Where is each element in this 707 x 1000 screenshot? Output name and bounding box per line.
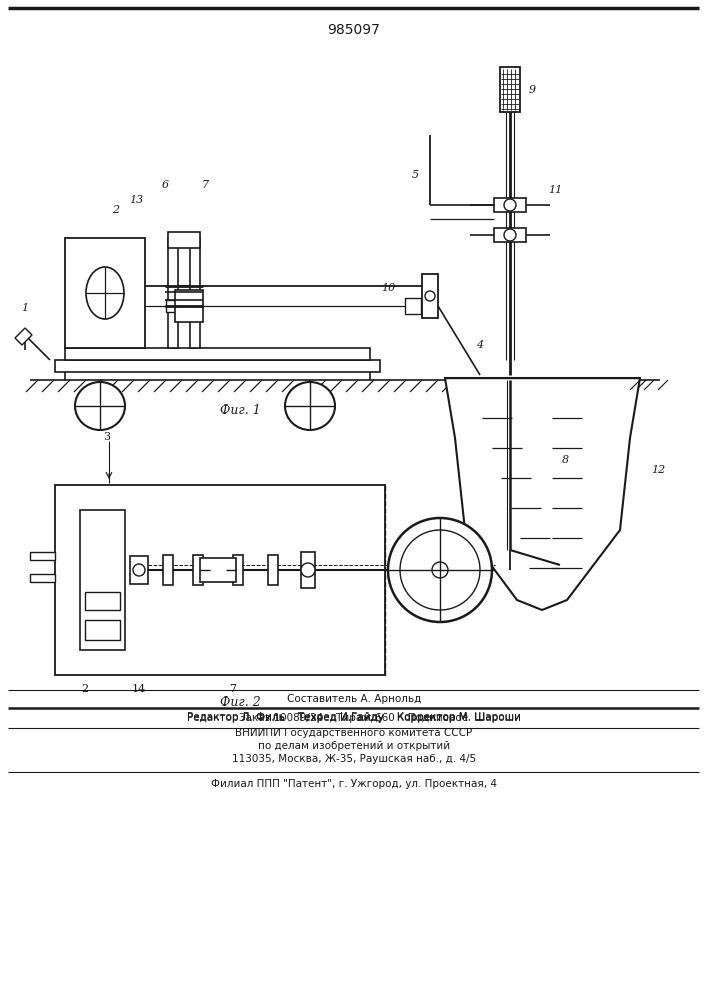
Ellipse shape [75, 382, 125, 430]
Bar [233, 555, 243, 585]
Text: 10: 10 [381, 283, 395, 293]
Bar [55, 485, 385, 675]
Text: 3: 3 [103, 432, 110, 442]
Bar [85, 620, 120, 640]
Text: 9: 9 [528, 85, 536, 95]
Bar [405, 298, 421, 314]
Bar [494, 228, 526, 242]
Ellipse shape [285, 382, 335, 430]
Bar [65, 238, 145, 348]
Circle shape [504, 199, 516, 211]
Bar [190, 238, 200, 348]
Text: 13: 13 [129, 195, 143, 205]
Bar [80, 510, 125, 650]
Text: 7: 7 [201, 180, 209, 190]
Bar [85, 592, 120, 610]
Bar [422, 274, 438, 318]
Text: 5: 5 [411, 170, 419, 180]
Bar [55, 360, 380, 372]
Bar [168, 238, 178, 348]
Bar [163, 555, 173, 585]
Circle shape [133, 564, 145, 576]
Text: Составитель А. Арнольд: Составитель А. Арнольд [287, 694, 421, 704]
Bar [130, 556, 148, 584]
Ellipse shape [86, 267, 124, 319]
Text: Редактор Л. Филь    Техред И.Гайду    Корректор М. Шароши: Редактор Л. Филь Техред И.Гайду Корректо… [187, 712, 521, 722]
Text: 2: 2 [112, 205, 119, 215]
Bar [166, 300, 180, 312]
Bar [301, 552, 315, 588]
Bar [500, 67, 520, 112]
Polygon shape [445, 378, 640, 610]
Text: ВНИИПИ Государственного комитета СССР: ВНИИПИ Государственного комитета СССР [235, 728, 472, 738]
Text: Филиал ППП "Патент", г. Ужгород, ул. Проектная, 4: Филиал ППП "Патент", г. Ужгород, ул. Про… [211, 779, 497, 789]
Text: 4: 4 [477, 340, 484, 350]
Bar [168, 232, 200, 248]
Text: по делам изобретений и открытий: по делам изобретений и открытий [258, 741, 450, 751]
Bar [30, 552, 55, 560]
Text: 14: 14 [132, 684, 146, 694]
Circle shape [301, 563, 315, 577]
Text: 12: 12 [651, 465, 665, 475]
Bar [200, 558, 236, 582]
Text: 1: 1 [21, 303, 28, 313]
Bar [494, 198, 526, 212]
Polygon shape [15, 328, 32, 345]
Circle shape [388, 518, 492, 622]
Text: Фиг. 1: Фиг. 1 [220, 403, 260, 416]
Text: Фиг. 2: Фиг. 2 [220, 696, 260, 710]
Text: 7: 7 [230, 684, 237, 694]
Text: 6: 6 [161, 180, 168, 190]
Bar [193, 555, 203, 585]
Bar [30, 574, 55, 582]
Circle shape [400, 530, 480, 610]
Text: 2: 2 [81, 684, 88, 694]
Text: 11: 11 [548, 185, 562, 195]
Bar [65, 348, 370, 360]
Text: 113035, Москва, Ж-35, Раушская наб., д. 4/5: 113035, Москва, Ж-35, Раушская наб., д. … [232, 754, 476, 764]
Text: 985097: 985097 [327, 23, 380, 37]
Circle shape [504, 229, 516, 241]
Text: Заказ 10089/34    Тираж 660    Подписное: Заказ 10089/34 Тираж 660 Подписное [240, 713, 469, 723]
Circle shape [432, 562, 448, 578]
Bar [175, 290, 203, 322]
Circle shape [425, 291, 435, 301]
Text: Редактор Л. Филь    Техред И.Гайду    Корректор М. Шароши: Редактор Л. Филь Техред И.Гайду Корректо… [187, 713, 521, 723]
Text: 8: 8 [561, 455, 568, 465]
Bar [188, 300, 202, 312]
Bar [268, 555, 278, 585]
